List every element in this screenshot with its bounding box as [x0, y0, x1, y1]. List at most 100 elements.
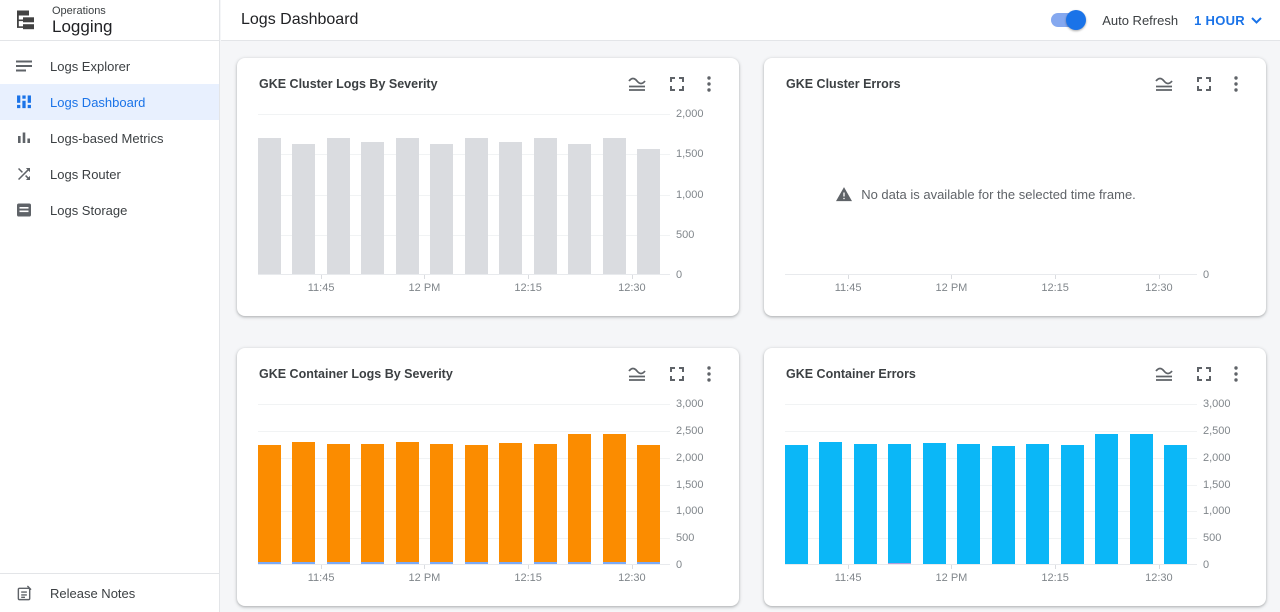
- sidebar-item-logs-based-metrics[interactable]: Logs-based Metrics: [0, 120, 219, 156]
- chart-title: GKE Cluster Errors: [786, 77, 901, 91]
- sidebar-item-logs-explorer[interactable]: Logs Explorer: [0, 48, 219, 84]
- logs-storage-icon: [14, 200, 34, 220]
- sidebar-item-label: Logs Storage: [50, 202, 128, 218]
- x-axis-labels: 11:45 12 PM 12:15 12:30: [785, 565, 1187, 587]
- bar: [361, 444, 385, 564]
- sidebar: Operations Logging Logs Explorer Logs Da…: [0, 0, 220, 612]
- more-options-icon[interactable]: [1234, 366, 1238, 382]
- plot-area: No data is available for the selected ti…: [785, 114, 1197, 275]
- plot-area: [785, 404, 1197, 565]
- y-axis-labels: 0 500 1,000 1,500 2,000 2,500 3,000: [1203, 398, 1231, 571]
- bar: [499, 442, 523, 564]
- more-options-icon[interactable]: [707, 76, 711, 92]
- bar: [568, 433, 592, 564]
- bar: [888, 443, 912, 564]
- product-name: Operations: [52, 4, 106, 17]
- bar: [1129, 433, 1153, 564]
- bar: [395, 137, 419, 274]
- chart-card-gke-cluster-logs-by-severity: GKE Cluster Logs By Severity 0 500 1,000 1,…: [237, 58, 739, 316]
- bar-chart-gke-container-errors: 0 500 1,000 1,500 2,000 2,500 3,000 11:45 12 PM…: [785, 398, 1265, 589]
- chart-card-gke-container-errors: GKE Container Errors 0 500 1,000 1,500 2,000…: [764, 348, 1266, 606]
- chart-title: GKE Container Errors: [786, 367, 916, 381]
- x-axis-labels: 11:45 12 PM 12:15 12:30: [258, 565, 660, 587]
- bar: [430, 444, 454, 564]
- no-data-message: No data is available for the selected ti…: [785, 114, 1187, 275]
- chart-card-gke-container-logs-by-severity: GKE Container Logs By Severity 0 500 1,000…: [237, 348, 739, 606]
- chart-style-icon[interactable]: [1154, 76, 1174, 92]
- chart-style-icon[interactable]: [1154, 366, 1174, 382]
- bar: [533, 137, 557, 274]
- fullscreen-icon[interactable]: [1197, 367, 1211, 381]
- bar: [258, 137, 281, 274]
- app-name: Logging: [52, 16, 113, 36]
- bar: [957, 444, 981, 564]
- top-bar: Logs Dashboard Auto Refresh 1 HOUR: [221, 0, 1280, 41]
- x-axis-labels: 11:45 12 PM 12:15 12:30: [785, 275, 1187, 297]
- bar: [464, 137, 488, 274]
- chart-title: GKE Container Logs By Severity: [259, 367, 453, 381]
- sidebar-item-label: Logs Dashboard: [50, 94, 146, 110]
- bar: [361, 141, 385, 274]
- plot-area: [258, 114, 670, 275]
- logo-row: Operations Logging: [0, 0, 219, 41]
- bar: [1163, 445, 1187, 564]
- bar: [602, 137, 626, 274]
- plot-area: [258, 404, 670, 565]
- bar: [430, 143, 454, 274]
- chart-title: GKE Cluster Logs By Severity: [259, 77, 438, 91]
- chart-card-gke-cluster-errors: GKE Cluster Errors No data is available …: [764, 58, 1266, 316]
- page-title: Logs Dashboard: [241, 11, 359, 28]
- fullscreen-icon[interactable]: [670, 77, 684, 91]
- y-axis-labels: 0 500 1,000 1,500 2,000 2,500 3,000: [676, 398, 704, 571]
- toggle-thumb: [1066, 10, 1087, 30]
- bar: [991, 445, 1015, 564]
- sidebar-item-logs-dashboard[interactable]: Logs Dashboard: [0, 84, 219, 120]
- sidebar-item-label: Logs Explorer: [50, 58, 131, 74]
- y-axis-labels: 0: [1203, 269, 1210, 281]
- bar: [1026, 443, 1050, 564]
- bar: [499, 141, 523, 274]
- bar: [464, 445, 488, 564]
- chart-style-icon[interactable]: [627, 76, 647, 92]
- bar: [533, 444, 557, 564]
- bar-chart-gke-cluster-errors: No data is available for the selected ti…: [785, 114, 1265, 299]
- y-axis-labels: 0 500 1,000 1,500 2,000: [676, 108, 704, 281]
- logging-logo-icon: [17, 10, 34, 30]
- auto-refresh-label: Auto Refresh: [1102, 12, 1179, 28]
- more-options-icon[interactable]: [1234, 76, 1238, 92]
- bar-chart-gke-cluster-logs: 0 500 1,000 1,500 2,000 11:45 12 PM 12:15 12:30: [258, 108, 738, 299]
- sidebar-item-release-notes[interactable]: Release Notes: [0, 573, 219, 612]
- bar: [258, 445, 281, 564]
- logs-explorer-icon: [14, 56, 34, 76]
- fullscreen-icon[interactable]: [1197, 77, 1211, 91]
- bar: [922, 442, 946, 564]
- bar: [602, 433, 626, 564]
- sidebar-item-label: Logs-based Metrics: [50, 130, 164, 146]
- bar: [636, 445, 660, 564]
- auto-refresh-toggle[interactable]: [1050, 10, 1087, 30]
- bar-chart-gke-container-logs: 0 500 1,000 1,500 2,000 2,500 3,000 11:45 12 PM…: [258, 398, 738, 589]
- bar: [292, 143, 316, 274]
- sidebar-item-logs-router[interactable]: Logs Router: [0, 156, 219, 192]
- logs-router-icon: [14, 164, 34, 184]
- fullscreen-icon[interactable]: [670, 367, 684, 381]
- release-notes-icon: [14, 583, 34, 603]
- bar: [568, 143, 592, 274]
- sidebar-item-label: Logs Router: [50, 166, 121, 182]
- bar: [395, 441, 419, 564]
- sidebar-nav: Logs Explorer Logs Dashboard Logs-based …: [0, 41, 219, 228]
- sidebar-item-logs-storage[interactable]: Logs Storage: [0, 192, 219, 228]
- time-range-value: 1 HOUR: [1194, 12, 1245, 28]
- bar: [292, 441, 316, 564]
- bar: [819, 442, 843, 564]
- chevron-down-icon: [1251, 16, 1262, 24]
- x-axis-labels: 11:45 12 PM 12:15 12:30: [258, 275, 660, 297]
- time-range-selector[interactable]: 1 HOUR: [1194, 13, 1262, 28]
- bar: [1060, 445, 1084, 564]
- more-options-icon[interactable]: [707, 366, 711, 382]
- bar: [785, 445, 808, 564]
- chart-style-icon[interactable]: [627, 366, 647, 382]
- sidebar-footer-label: Release Notes: [50, 585, 136, 601]
- bar: [326, 443, 350, 564]
- bar: [326, 137, 350, 274]
